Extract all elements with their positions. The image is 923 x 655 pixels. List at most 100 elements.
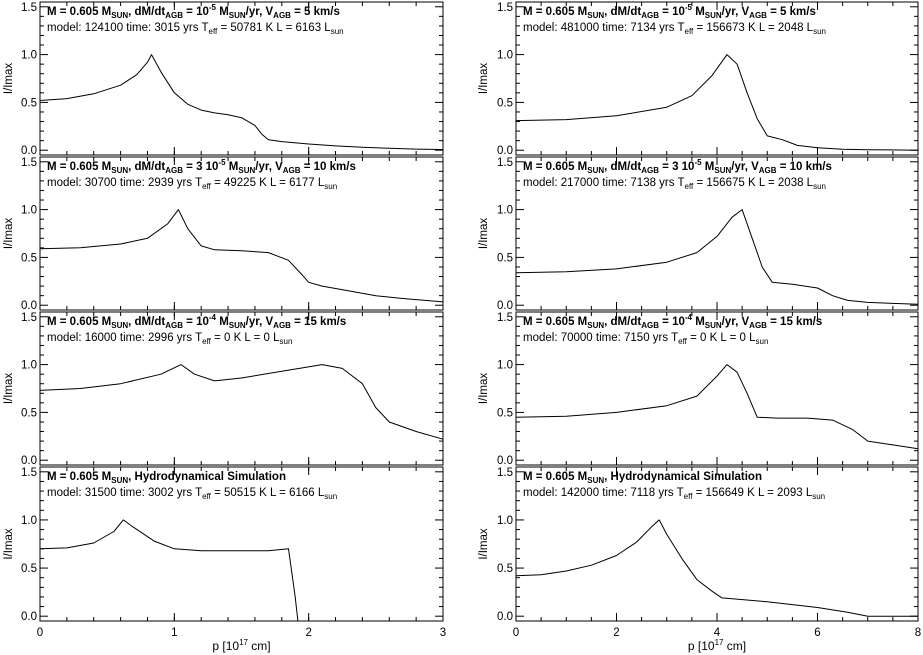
series-line (515, 519, 918, 617)
y-tick-label: 0.0 (497, 455, 513, 467)
y-axis-label: I/Imax (478, 63, 490, 95)
y-tick-label: 1.0 (21, 50, 37, 62)
panel-title-part: , Hydrodynamical Simulation (604, 471, 762, 483)
y-tick-label: 0.0 (21, 455, 37, 467)
panel-title: M = 0.605 MSUN, dM/dtAGB = 10-5 MSUN/yr,… (523, 3, 816, 20)
panel-title-part: /yr, V (722, 6, 750, 18)
panel-title-part: M = 0.605 M (47, 316, 111, 328)
panel-info-part: eff (202, 492, 212, 501)
panel-info-part: model: 16000 time: 2996 yrs T (47, 332, 202, 344)
panel-title-part: , Hydrodynamical Simulation (128, 471, 286, 483)
x-tick-label: 4 (714, 627, 721, 639)
panel-title-part: , dM/dt (128, 6, 165, 18)
panel-info-part: model: 31500 time: 3002 yrs T (47, 487, 202, 499)
panel-title-part: = 10 (659, 6, 685, 18)
panel-title-part: -5 (209, 3, 217, 12)
y-tick-label: 1.0 (21, 205, 37, 217)
y-tick-label: 0.0 (21, 611, 37, 623)
panel-info: model: 70000 time: 7150 yrs Teff = 0 K L… (523, 332, 768, 346)
panel-info-part: eff (209, 27, 219, 36)
series-line (39, 364, 444, 440)
panel-info: model: 30700 time: 2939 yrs Teff = 49225… (47, 177, 337, 191)
panel-title-part: AGB (749, 11, 767, 20)
x-axis-label-unit: cm] (723, 639, 746, 653)
y-tick-label: 1.5 (21, 157, 37, 169)
panel-title-part: M = 0.605 M (523, 161, 587, 173)
plot-frame (39, 1, 444, 156)
panel-info-part: eff (685, 182, 695, 191)
panel-info-part: model: 30700 time: 2939 yrs T (47, 177, 202, 189)
panel-title-part: = 10 (183, 316, 209, 328)
panel-title-part: AGB (641, 11, 659, 20)
x-axis-label-unit: cm] (248, 639, 271, 653)
panel-info-part: model: 124100 time: 3015 yrs T (47, 22, 209, 34)
panel-title-part: M (702, 161, 715, 173)
panel-title-part: -5 (685, 3, 693, 12)
y-tick-label: 1.0 (497, 360, 513, 372)
x-tick-label: 2 (305, 627, 311, 639)
panel-title-part: SUN (111, 321, 128, 330)
panel-title-part: = 15 km/s (291, 316, 346, 328)
panel-title-part: = 3 10 (659, 161, 695, 173)
series-line (515, 209, 919, 305)
chart-panel-8: 0.0 0.5 1.0 1.5 0 2 4 6 8 I/Imax M = 0.605 MSUN, H… (478, 466, 921, 639)
panel-title-part: = 10 km/s (777, 161, 832, 173)
y-tick-label: 1.0 (21, 515, 37, 527)
panel-title: M = 0.605 MSUN, Hydrodynamical Simulatio… (523, 471, 762, 485)
y-tick-label: 0.5 (21, 563, 37, 575)
panel-title-part: AGB (283, 166, 301, 175)
panel-title-part: M = 0.605 M (47, 6, 111, 18)
y-tick-label: 0.5 (497, 252, 513, 264)
panel-title-part: SUN (111, 11, 128, 20)
panel-info-part: model: 217000 time: 7138 yrs T (523, 177, 685, 189)
panel-title-part: M = 0.605 M (523, 316, 587, 328)
y-axis-label: I/Imax (3, 63, 15, 95)
panel-title-part: AGB (165, 166, 183, 175)
panel-info: model: 16000 time: 2996 yrs Teff = 0 K L… (47, 332, 292, 346)
y-tick-label: 0.5 (497, 407, 513, 419)
y-tick-label: 0.5 (497, 563, 513, 575)
panel-title-part: = 10 (183, 6, 209, 18)
series-line (515, 54, 919, 151)
y-tick-label: 0.5 (21, 407, 37, 419)
y-axis-label: I/Imax (478, 528, 490, 560)
y-tick-label: 0.0 (21, 145, 37, 157)
panel-title-part: /yr, V (246, 6, 274, 18)
x-axis-label: p [1017 cm] (688, 638, 746, 653)
y-tick-label: 1.0 (497, 205, 513, 217)
panel-info-part: sun (280, 337, 293, 346)
panel-info-part: eff (202, 182, 212, 191)
panel-title-part: /yr, V (722, 316, 750, 328)
panel-title-part: SUN (111, 476, 128, 485)
panel-info-part: sun (812, 492, 825, 501)
panel-info-part: sun (324, 492, 337, 501)
panel-info-part: eff (684, 492, 694, 501)
panel-title-part: AGB (641, 321, 659, 330)
panel-title-part: SUN (587, 476, 604, 485)
plot-frame (39, 156, 444, 311)
y-axis-label: I/Imax (478, 373, 490, 405)
y-tick-label: 0.0 (21, 300, 37, 312)
panel-info-part: sun (324, 182, 337, 191)
panel-info-part: model: 481000 time: 7134 yrs T (523, 22, 685, 34)
panel-info-part: eff (202, 337, 212, 346)
panel-title-part: AGB (165, 11, 183, 20)
chart-panel-4: 0.0 0.5 1.0 1.5 0 1 2 3 I/Imax M = 0.605 MSUN, Hy… (3, 466, 446, 639)
y-tick-label: 1.5 (497, 467, 513, 479)
y-tick-label: 1.5 (21, 467, 37, 479)
panel-title-part: AGB (273, 11, 291, 20)
x-axis-label-text: p [10 (688, 639, 715, 653)
panel-title-part: SUN (229, 321, 246, 330)
panel-info-part: = 50515 K L = 6166 L (211, 487, 325, 499)
panel-title-part: /yr, V (731, 161, 759, 173)
panel-title-part: , dM/dt (128, 316, 165, 328)
panel-title-part: M (692, 6, 705, 18)
panel-title: M = 0.605 MSUN, dM/dtAGB = 3 10-5 MSUN/y… (47, 158, 356, 175)
panel-info-part: = 156675 K L = 2038 L (693, 177, 813, 189)
panel-info: model: 217000 time: 7138 yrs Teff = 1566… (523, 177, 826, 191)
panel-title: M = 0.605 MSUN, Hydrodynamical Simulatio… (47, 471, 286, 485)
y-tick-label: 0.5 (21, 252, 37, 264)
